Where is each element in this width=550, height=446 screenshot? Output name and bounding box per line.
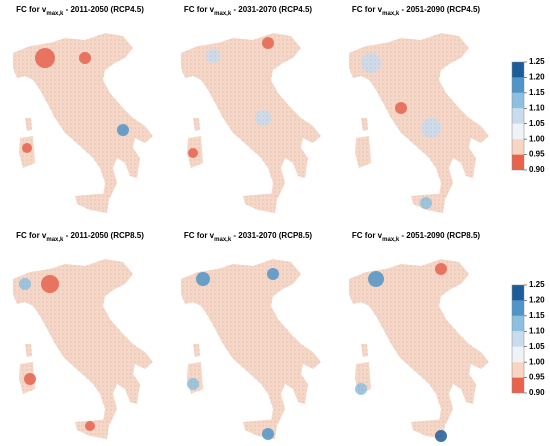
- title-rest: - 2011-2050 (RCP4.5): [63, 5, 144, 14]
- color-bin: [512, 285, 524, 301]
- colorbar-frame: [511, 61, 525, 171]
- map: [349, 33, 489, 213]
- panel-title: FC for vmax,k - 2051-2090 (RCP4.5): [352, 5, 481, 17]
- color-bin: [512, 315, 524, 332]
- color-bin: [512, 346, 524, 363]
- color-bin: [512, 77, 524, 93]
- tick-label: 1.25: [529, 280, 545, 289]
- title-main: FC for v: [16, 231, 47, 240]
- panel-title: FC for vmax,k - 2031-2070 (RCP8.5): [184, 231, 313, 243]
- color-bin: [512, 362, 524, 378]
- tick-label: 0.90: [529, 165, 545, 174]
- title-rest: - 2031-2070 (RCP4.5): [231, 5, 312, 14]
- title-sub: max,k: [382, 237, 400, 243]
- title-main: FC for v: [352, 231, 383, 240]
- color-bin: [512, 62, 524, 78]
- color-bin: [512, 331, 524, 347]
- tick-label: 1.00: [529, 357, 545, 366]
- map: [13, 33, 153, 213]
- title-main: FC for v: [16, 5, 47, 14]
- color-bin: [512, 300, 524, 316]
- color-bin: [512, 123, 524, 140]
- color-bin: [512, 377, 524, 393]
- title-sub: max,k: [214, 11, 232, 17]
- tick-label: 1.15: [529, 311, 545, 320]
- title-rest: - 2051-2090 (RCP8.5): [399, 231, 480, 240]
- tick-label: 1.10: [529, 103, 545, 112]
- color-bin: [512, 139, 524, 155]
- tick-label: 1.05: [529, 342, 545, 351]
- title-rest: - 2011-2050 (RCP8.5): [63, 231, 144, 240]
- stipple: [13, 33, 153, 213]
- tick-label: 1.05: [529, 119, 545, 128]
- title-sub: max,k: [46, 11, 64, 17]
- title-rest: - 2051-2090 (RCP4.5): [399, 5, 480, 14]
- title-sub: max,k: [214, 237, 232, 243]
- color-bin: [512, 108, 524, 124]
- panel-title: FC for vmax,k - 2011-2050 (RCP8.5): [16, 231, 144, 243]
- title-main: FC for v: [352, 5, 383, 14]
- stipple: [349, 259, 489, 439]
- title-main: FC for v: [184, 231, 215, 240]
- panel-title: FC for vmax,k - 2051-2090 (RCP8.5): [352, 231, 481, 243]
- colorbar-frame: [511, 284, 525, 394]
- stipple: [13, 259, 153, 439]
- stipple: [181, 33, 321, 213]
- tick-label: 1.00: [529, 134, 545, 143]
- title-rest: - 2031-2070 (RCP8.5): [231, 231, 312, 240]
- stipple: [181, 259, 321, 439]
- color-bin: [512, 154, 524, 170]
- title-sub: max,k: [46, 237, 64, 243]
- color-bin: [512, 92, 524, 109]
- stipple: [349, 33, 489, 213]
- tick-label: 1.20: [529, 73, 545, 82]
- map: [181, 259, 321, 440]
- panel-title: FC for vmax,k - 2011-2050 (RCP4.5): [16, 5, 144, 17]
- title-main: FC for v: [184, 5, 215, 14]
- tick-label: 0.90: [529, 388, 545, 397]
- tick-label: 1.20: [529, 296, 545, 305]
- map: [349, 259, 489, 442]
- title-sub: max,k: [382, 11, 400, 17]
- tick-label: 0.95: [529, 373, 545, 382]
- map: [181, 33, 321, 213]
- map: [13, 259, 153, 439]
- tick-label: 1.15: [529, 88, 545, 97]
- tick-label: 1.25: [529, 57, 545, 66]
- tick-label: 0.95: [529, 150, 545, 159]
- panel-title: FC for vmax,k - 2031-2070 (RCP4.5): [184, 5, 313, 17]
- tick-label: 1.10: [529, 326, 545, 335]
